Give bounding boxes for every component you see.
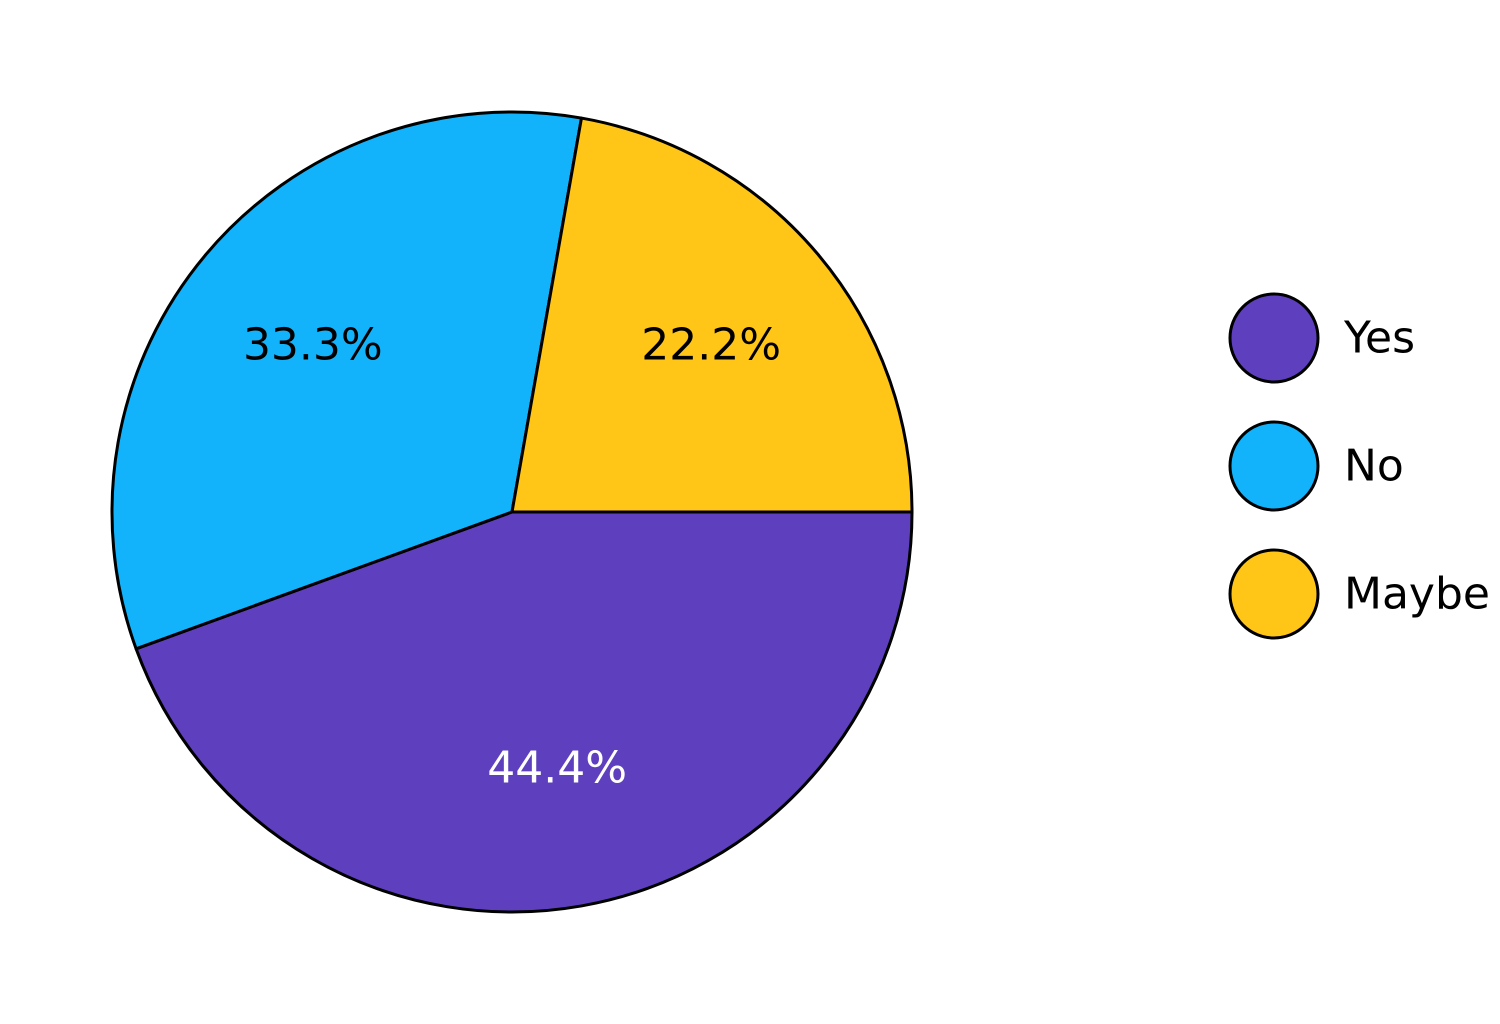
legend-swatch-maybe — [1228, 548, 1320, 640]
slice-label-no: 33.3% — [243, 319, 383, 370]
slice-label-yes: 44.4% — [487, 743, 627, 794]
pie-slice-maybe — [510, 116, 914, 514]
legend-swatch-no — [1228, 420, 1320, 512]
slice-label-maybe: 22.2% — [641, 319, 781, 370]
legend-label-no: No — [1344, 441, 1404, 492]
pie-slice-no — [110, 110, 583, 651]
pie-slice-yes — [134, 510, 914, 914]
legend: Yes No Maybe — [1228, 292, 1490, 640]
legend-label-yes: Yes — [1343, 313, 1415, 364]
pie-slice-labels: 44.4% 33.3% 22.2% — [243, 319, 781, 793]
pie-slices — [110, 110, 914, 914]
legend-swatch-yes — [1228, 292, 1320, 384]
legend-label-maybe: Maybe — [1344, 569, 1490, 620]
